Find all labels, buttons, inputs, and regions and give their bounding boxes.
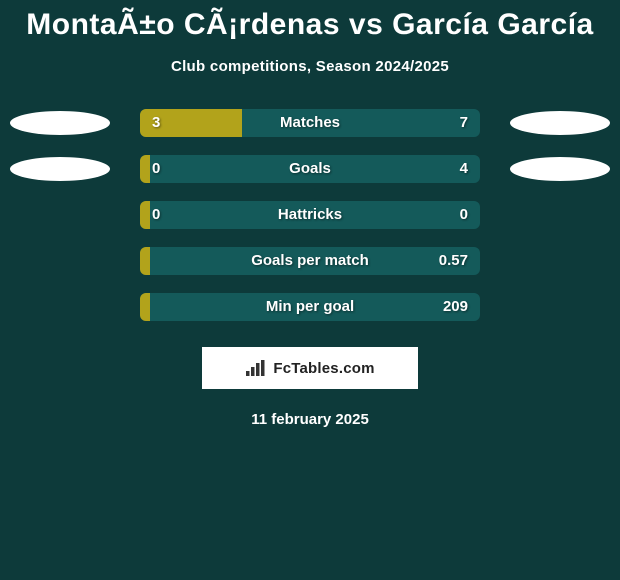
player-marker-right — [510, 111, 610, 135]
metric-row: 0.57 Goals per match — [0, 247, 620, 275]
player-marker-left — [10, 157, 110, 181]
metric-label: Min per goal — [266, 293, 354, 321]
value-right: 7 — [460, 109, 468, 137]
metric-row: 0 0 Hattricks — [0, 201, 620, 229]
metric-rows-container: 3 7 Matches 0 4 Goals 0 0 Hattricks 0.57 Goals per… — [0, 109, 620, 321]
player-marker-right — [510, 157, 610, 181]
metric-label: Goals — [289, 155, 331, 183]
player-marker-left — [10, 111, 110, 135]
metric-label: Matches — [280, 109, 340, 137]
bar-left-fill — [140, 293, 150, 321]
bar-left-fill — [140, 155, 150, 183]
bar-left-fill — [140, 247, 150, 275]
value-right: 0 — [460, 201, 468, 229]
value-right: 0.57 — [439, 247, 468, 275]
metric-label: Hattricks — [278, 201, 342, 229]
value-left: 3 — [152, 109, 160, 137]
metric-label: Goals per match — [251, 247, 369, 275]
value-right: 209 — [443, 293, 468, 321]
logo-text: FcTables.com — [273, 360, 374, 377]
comparison-widget: MontaÃ±o CÃ¡rdenas vs García García Club… — [0, 0, 620, 428]
value-left: 0 — [152, 155, 160, 183]
generated-date: 11 february 2025 — [0, 411, 620, 428]
metric-row: 0 4 Goals — [0, 155, 620, 183]
metric-row: 209 Min per goal — [0, 293, 620, 321]
bars-icon — [245, 359, 267, 377]
season-subtitle: Club competitions, Season 2024/2025 — [0, 58, 620, 75]
logo-box: FcTables.com — [202, 347, 418, 389]
value-left: 0 — [152, 201, 160, 229]
value-right: 4 — [460, 155, 468, 183]
metric-row: 3 7 Matches — [0, 109, 620, 137]
bar-left-fill — [140, 201, 150, 229]
page-title: MontaÃ±o CÃ¡rdenas vs García García — [0, 0, 620, 42]
